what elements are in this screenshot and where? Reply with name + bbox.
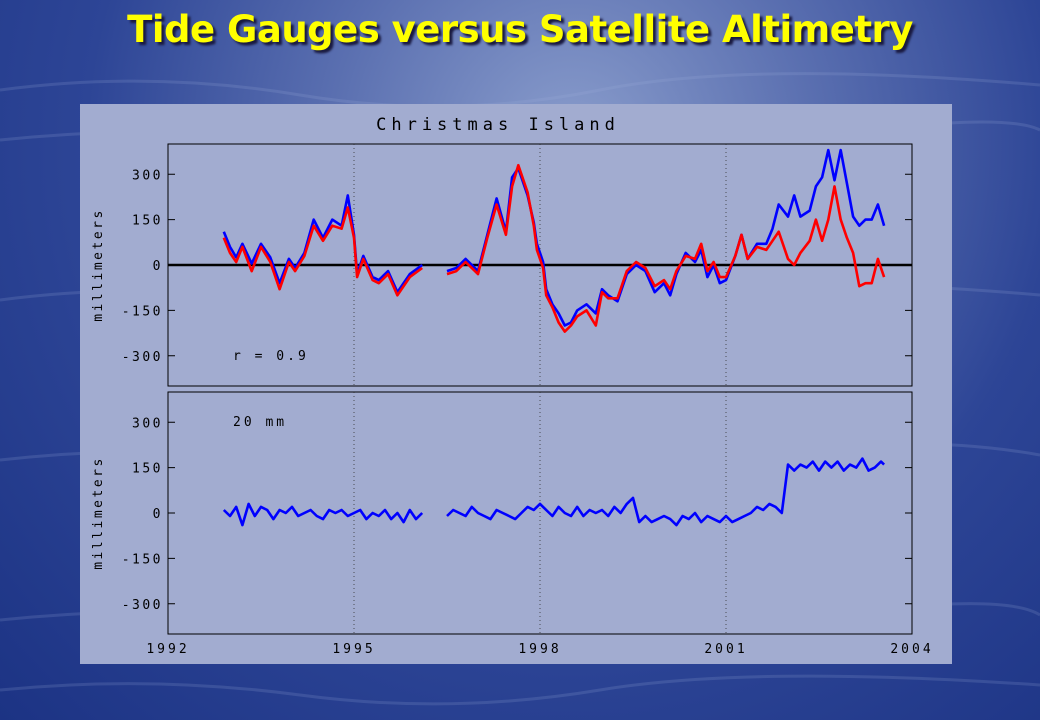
correlation-annotation: r = 0.9 (233, 349, 309, 364)
y-ticks-bottom: 300 150 0 -150 -300 (122, 416, 912, 613)
y-tick-label: 300 (132, 416, 163, 431)
x-tick-label: 1998 (518, 642, 561, 657)
y-tick-label: 0 (153, 259, 163, 274)
y-axis-label-top: millimeters (91, 208, 106, 322)
chart-top: Christmas Island millimeters 300 150 0 -150… (91, 115, 913, 387)
y-tick-label: -300 (122, 350, 163, 365)
y-tick-label: 150 (132, 462, 163, 477)
grid-bottom (353, 392, 727, 634)
series-bottom (222, 457, 886, 527)
x-ticks: 1992 1995 1998 2001 2004 (146, 642, 933, 657)
series-line-top-0 (222, 148, 886, 327)
slide-title: Tide Gauges versus Satellite Altimetry (127, 8, 913, 51)
y-tick-label: 0 (153, 507, 163, 522)
y-tick-label: 300 (132, 168, 163, 183)
series-line-top-1 (222, 163, 886, 333)
x-tick-label: 1995 (332, 642, 375, 657)
series-line-bottom-0 (222, 457, 886, 527)
x-tick-label: 2001 (704, 642, 747, 657)
y-ticks-top: 300 150 0 -150 -300 (122, 168, 912, 365)
y-tick-label: -300 (122, 598, 163, 613)
y-tick-label: -150 (122, 552, 163, 567)
difference-annotation: 20 mm (233, 415, 287, 430)
chart-figure: Christmas Island millimeters 300 150 0 -150… (91, 115, 933, 657)
y-tick-label: 150 (132, 214, 163, 229)
figure-panel: Christmas Island millimeters 300 150 0 -150… (80, 104, 952, 664)
x-tick-label: 2004 (890, 642, 933, 657)
y-tick-label: -150 (122, 304, 163, 319)
chart-title: Christmas Island (376, 115, 620, 135)
y-axis-label-bottom: millimeters (91, 456, 106, 570)
series-top (222, 148, 886, 333)
x-tick-label: 1992 (146, 642, 189, 657)
